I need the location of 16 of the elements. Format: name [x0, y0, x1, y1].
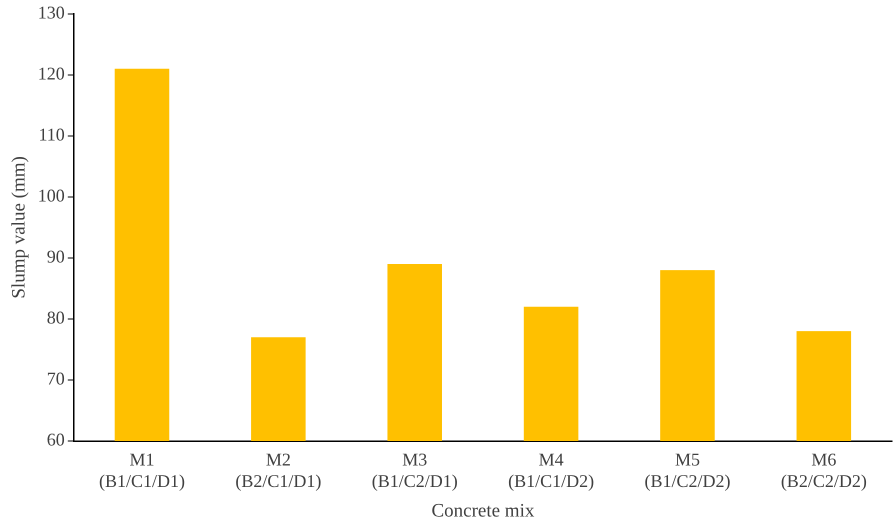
- y-tick-label: 130: [38, 2, 65, 23]
- x-tick-label: M3 (B1/C2/D1): [372, 450, 458, 492]
- y-axis-title: Slump value (mm): [8, 156, 30, 299]
- x-tick-label: M2 (B2/C1/D1): [235, 450, 322, 492]
- y-tick-label: 120: [38, 64, 65, 84]
- y-tick-label: 100: [38, 186, 65, 206]
- x-axis-title: Concrete mix: [431, 500, 535, 522]
- x-tick-label: M4 (B1/C1/D2): [508, 450, 594, 492]
- y-tick-label: 110: [38, 124, 65, 145]
- y-tick-label: 70: [46, 368, 65, 389]
- x-tick-label: M5 (B1/C2/D2): [644, 450, 730, 492]
- y-tick-label: 80: [46, 308, 65, 328]
- x-tick-label: M6 (B2/C2/D2): [780, 450, 867, 492]
- x-tick-label: M1 (B1/C1/D1): [98, 450, 185, 492]
- y-tick-label: 90: [46, 246, 65, 267]
- y-tick-label: 60: [46, 430, 65, 450]
